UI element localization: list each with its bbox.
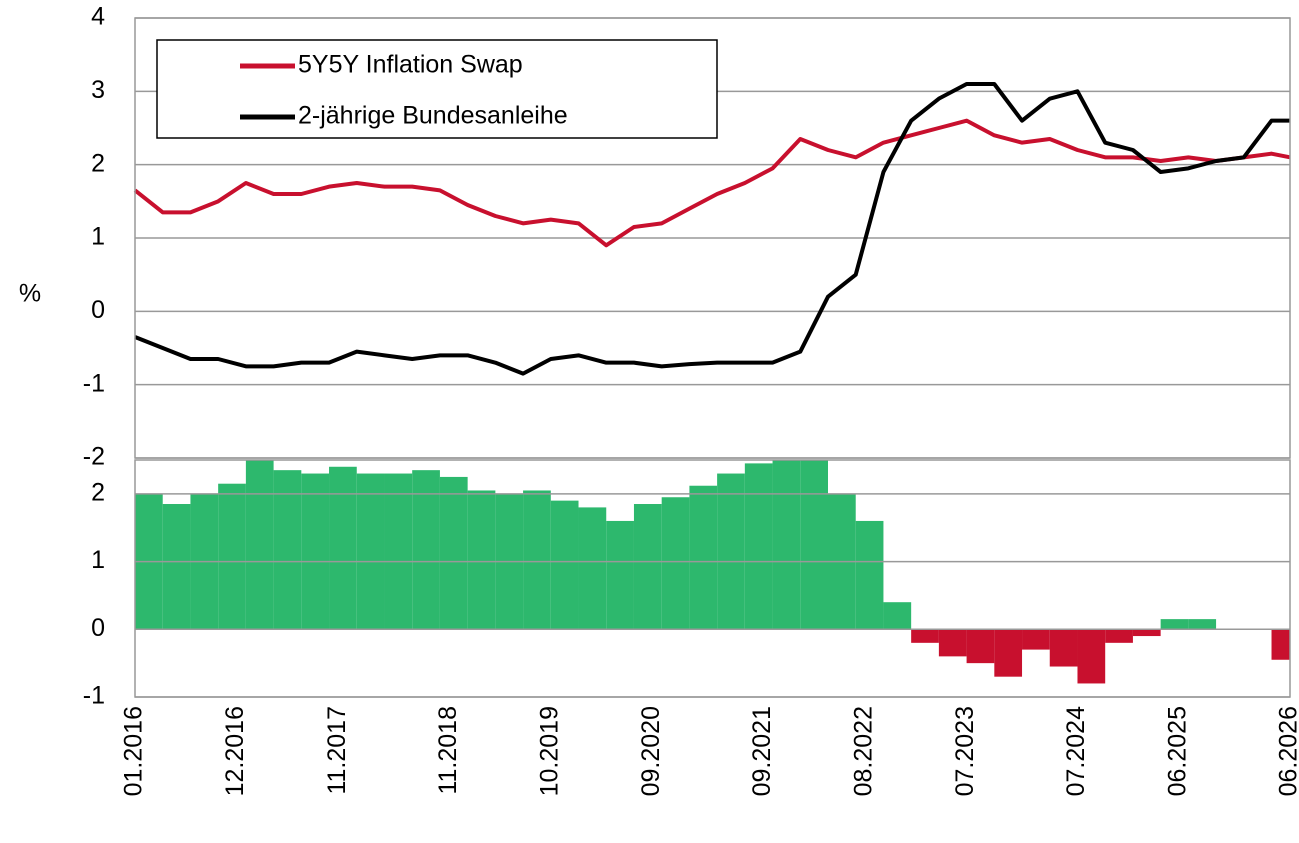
bar — [800, 460, 828, 630]
bar — [329, 466, 357, 630]
x-tick-label: 01.2016 — [120, 706, 148, 796]
bar — [218, 483, 246, 630]
x-tick-label: 11.2018 — [434, 706, 462, 795]
bar — [467, 490, 496, 630]
y-axis-label: % — [19, 280, 41, 308]
x-tick-label: 06.2026 — [1275, 706, 1299, 796]
y-tick-label: 0 — [91, 296, 105, 324]
bar — [855, 520, 884, 630]
plot-frame — [134, 459, 1291, 698]
bar — [412, 470, 440, 630]
y-tick-label: 4 — [91, 3, 105, 31]
bar — [606, 520, 634, 630]
y-tick-label: 0 — [91, 614, 105, 642]
bar — [1290, 629, 1299, 663]
bar — [1160, 619, 1189, 630]
legend-label: 2-jährige Bundesanleihe — [298, 102, 568, 130]
bar — [384, 473, 413, 630]
y-tick-label: -2 — [83, 443, 105, 471]
bar — [1022, 629, 1050, 650]
bar — [1132, 629, 1161, 637]
x-tick-label: 06.2025 — [1164, 706, 1192, 796]
bar-group — [135, 460, 1299, 684]
bar — [772, 460, 801, 630]
bar — [1271, 629, 1290, 660]
bar — [1105, 629, 1133, 643]
bar — [994, 629, 1023, 677]
bar — [245, 460, 274, 630]
y-tick-label: -1 — [83, 682, 105, 710]
y-tick-label: 1 — [91, 223, 105, 251]
bar — [661, 497, 690, 630]
bar — [1188, 619, 1217, 630]
bar — [1077, 629, 1106, 684]
y-tick-label: 2 — [91, 478, 105, 506]
series-line — [134, 82, 1290, 376]
bar — [938, 629, 967, 657]
x-tick-label: 09.2020 — [637, 706, 665, 796]
x-tick-label: 07.2024 — [1062, 706, 1090, 796]
bar — [744, 463, 773, 630]
bar — [1049, 629, 1078, 667]
bar — [439, 476, 468, 630]
bar — [550, 500, 579, 630]
y-tick-label: 1 — [91, 546, 105, 574]
bar — [523, 490, 551, 630]
bar — [301, 473, 330, 630]
x-tick-label: 08.2022 — [850, 706, 878, 796]
y-tick-label: -1 — [83, 369, 105, 397]
bar — [911, 629, 939, 643]
bar — [578, 507, 607, 630]
legend-label: 5Y5Y Inflation Swap — [298, 51, 523, 79]
series-line — [133, 118, 1291, 248]
legend-box — [156, 39, 718, 139]
bar — [883, 602, 912, 630]
bar — [689, 485, 718, 630]
bar — [633, 504, 662, 630]
x-tick-label: 07.2023 — [951, 706, 979, 796]
bar — [356, 473, 385, 630]
bar — [717, 473, 745, 630]
y-tick-label: 3 — [91, 76, 105, 104]
x-tick-label: 12.2016 — [221, 706, 249, 796]
plot-frame — [134, 17, 1291, 459]
x-tick-label: 11.2017 — [323, 706, 351, 795]
y-tick-label: 2 — [91, 149, 105, 177]
x-tick-label: 10.2019 — [535, 706, 563, 796]
bar — [162, 504, 191, 630]
bar — [966, 629, 995, 664]
bar — [273, 470, 302, 630]
x-tick-label: 09.2021 — [748, 706, 776, 796]
